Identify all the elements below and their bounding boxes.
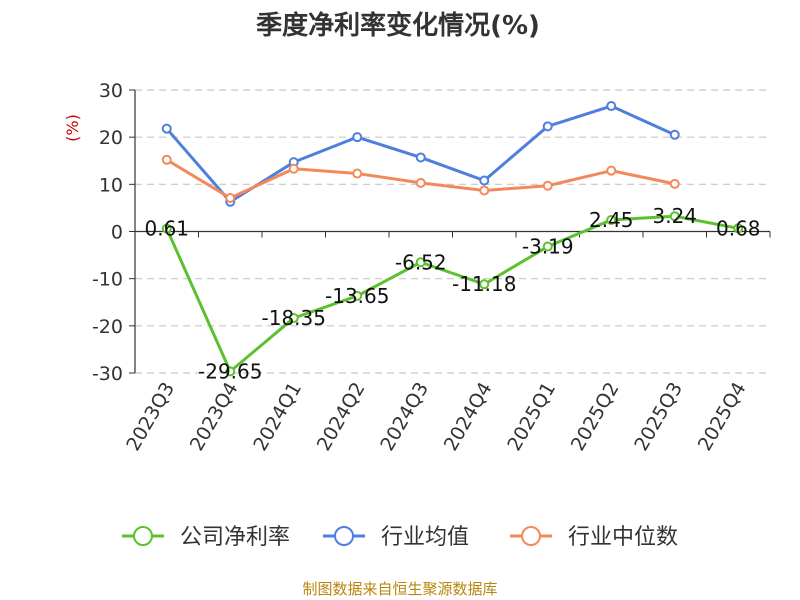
data-point xyxy=(733,223,744,234)
x-tick-labels: 2023Q3 2023Q4 2024Q1 2024Q2 2024Q3 2024Q4 2025… xyxy=(122,379,750,455)
data-label: 0.61 xyxy=(144,217,189,241)
legend-swatch-marker xyxy=(133,526,153,546)
data-point xyxy=(606,165,617,176)
data-point xyxy=(479,279,490,290)
x-tick-label: 2024Q4 xyxy=(440,379,497,455)
y-tick-label: 0 xyxy=(111,222,123,244)
x-tick-label: 2024Q1 xyxy=(249,379,306,455)
source-note: 制图数据来自恒生聚源数据库 xyxy=(302,580,497,598)
legend-label: 行业中位数 xyxy=(568,525,678,550)
y-tick-labels: 30 20 10 0 -10 -20 -30 xyxy=(92,80,123,385)
data-point xyxy=(415,257,426,268)
x-tick-label: 2025Q3 xyxy=(630,379,687,455)
data-point xyxy=(606,214,617,225)
legend-item: 公司净利率 xyxy=(122,525,290,550)
chart-title: 季度净利率变化情况(%) xyxy=(256,10,540,41)
data-point xyxy=(479,185,490,196)
data-point xyxy=(415,177,426,188)
data-point xyxy=(161,154,172,165)
y-tick-label: -10 xyxy=(92,269,123,291)
data-label: -29.65 xyxy=(198,359,262,383)
y-tick-label: 10 xyxy=(99,174,123,196)
legend-swatch-marker xyxy=(334,526,354,546)
x-tick-label: 2023Q4 xyxy=(186,379,243,455)
data-point xyxy=(225,193,236,204)
data-point xyxy=(669,178,680,189)
y-axis-unit: (%) xyxy=(63,114,82,142)
data-point xyxy=(288,163,299,174)
legend-item: 行业均值 xyxy=(323,525,469,550)
data-point xyxy=(669,129,680,140)
legend-item: 行业中位数 xyxy=(510,525,678,550)
legend: 公司净利率 行业均值 行业中位数 xyxy=(122,525,678,550)
legend-label: 公司净利率 xyxy=(180,525,290,550)
x-tick-label: 2023Q3 xyxy=(122,379,179,455)
series-layer xyxy=(161,101,744,377)
data-label: -18.35 xyxy=(262,306,326,330)
axes xyxy=(129,89,771,374)
data-point xyxy=(606,101,617,112)
x-tick-label: 2025Q2 xyxy=(567,379,624,455)
data-point xyxy=(542,121,553,132)
data-point xyxy=(352,132,363,143)
data-label: 3.24 xyxy=(652,204,697,228)
data-point xyxy=(479,175,490,186)
data-label: -13.65 xyxy=(325,284,389,308)
data-point xyxy=(542,180,553,191)
data-point xyxy=(415,152,426,163)
data-point xyxy=(288,313,299,324)
data-point xyxy=(161,223,172,234)
legend-label: 行业均值 xyxy=(381,525,469,550)
data-label: -3.19 xyxy=(522,235,574,259)
data-label: 0.68 xyxy=(716,216,761,240)
y-tick-label: -20 xyxy=(92,316,123,338)
data-point xyxy=(352,168,363,179)
data-point xyxy=(352,290,363,301)
data-point xyxy=(161,123,172,134)
data-label: -6.52 xyxy=(395,250,447,274)
x-tick-label: 2024Q2 xyxy=(313,379,370,455)
x-tick-label: 2025Q1 xyxy=(503,379,560,455)
data-label: 2.45 xyxy=(589,208,634,232)
data-point xyxy=(225,366,236,377)
x-tick-label: 2025Q4 xyxy=(694,379,751,455)
y-tick-label: -30 xyxy=(92,363,123,385)
x-tick-label: 2024Q3 xyxy=(376,379,433,455)
y-tick-label: 20 xyxy=(99,127,123,149)
data-point xyxy=(669,211,680,222)
grid-lines xyxy=(135,89,770,374)
data-labels: 0.61 -29.65 -18.35-13.65-6.52-11.18-3.19 2.… xyxy=(144,204,760,383)
series-line xyxy=(165,214,739,373)
legend-swatch-marker xyxy=(521,526,541,546)
data-label: -11.18 xyxy=(452,272,516,296)
data-point xyxy=(542,241,553,252)
y-tick-label: 30 xyxy=(99,80,123,102)
